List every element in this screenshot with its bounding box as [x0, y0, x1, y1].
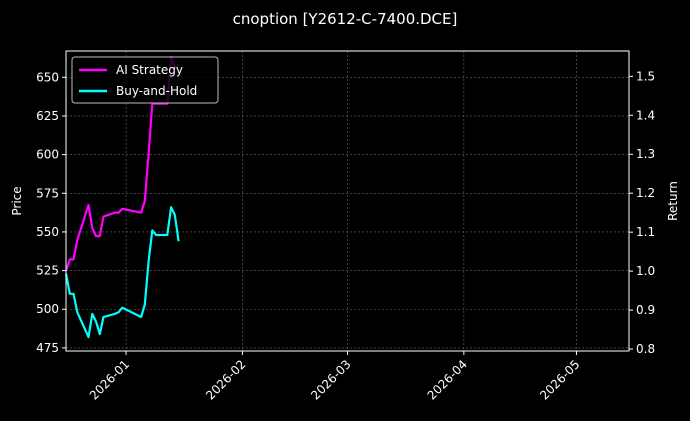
series-layer — [64, 55, 180, 339]
y-right-tick-label: 1.2 — [636, 186, 655, 200]
y-left-tick-label: 550 — [36, 225, 59, 239]
x-tick-label: 2026-02 — [203, 357, 248, 402]
series-line-buy-and-hold — [64, 206, 180, 339]
y-right-tick-label: 0.9 — [636, 303, 655, 317]
y-axis-left-title: Price — [10, 186, 24, 215]
legend-label-buy-and-hold: Buy-and-Hold — [116, 84, 197, 98]
y-left-tick-label: 600 — [36, 148, 59, 162]
y-left-tick-label: 500 — [36, 302, 59, 316]
y-right-tick-label: 1.1 — [636, 225, 655, 239]
y-axis-right-title: Return — [666, 181, 680, 221]
y-right-tick-label: 1.0 — [636, 264, 655, 278]
x-tick-label: 2026-01 — [87, 357, 132, 402]
y-left-tick-label: 650 — [36, 70, 59, 84]
chart-title: cnoption [Y2612-C-7400.DCE] — [233, 10, 458, 28]
y-left-tick-label: 575 — [36, 186, 59, 200]
series-line-ai-strategy — [64, 55, 180, 272]
y-axis-left: 475 500 525 550 575 600 625 650 — [36, 70, 66, 355]
grid — [66, 51, 629, 351]
y-left-tick-label: 525 — [36, 264, 59, 278]
y-left-tick-label: 475 — [36, 341, 59, 355]
y-left-tick-label: 625 — [36, 109, 59, 123]
legend: AI Strategy Buy-and-Hold — [71, 56, 219, 104]
y-right-tick-label: 1.5 — [636, 69, 655, 83]
x-axis: 2026-01 2026-02 2026-03 2026-04 2026-05 — [87, 351, 583, 403]
legend-box — [71, 56, 219, 104]
x-tick-label: 2026-03 — [308, 357, 353, 402]
y-right-tick-label: 1.4 — [636, 108, 655, 122]
x-tick-label: 2026-05 — [537, 357, 582, 402]
legend-label-ai-strategy: AI Strategy — [116, 63, 183, 77]
y-axis-right: 0.8 0.9 1.0 1.1 1.2 1.3 1.4 1.5 — [629, 69, 655, 356]
y-right-tick-label: 1.3 — [636, 147, 655, 161]
x-tick-label: 2026-04 — [425, 357, 470, 402]
y-right-tick-label: 0.8 — [636, 342, 655, 356]
